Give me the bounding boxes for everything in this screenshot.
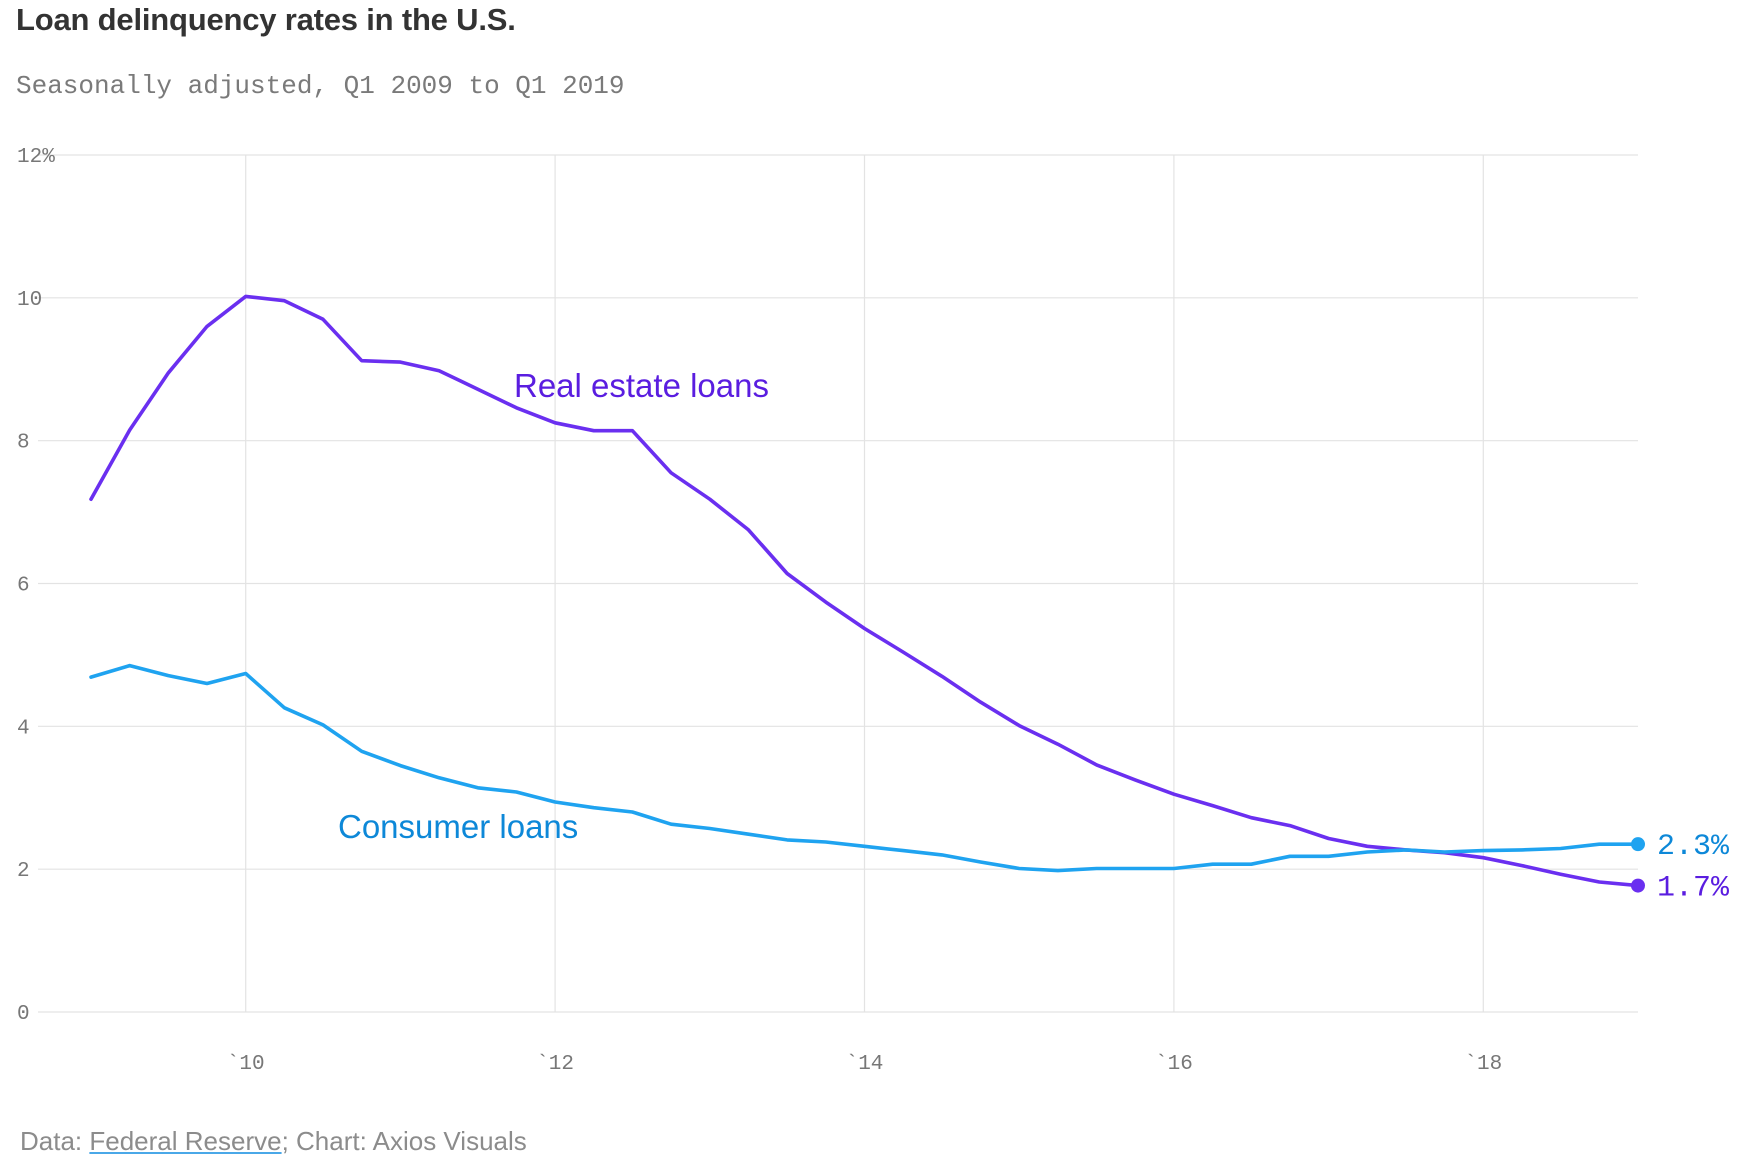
y-tick-label: 4	[17, 717, 30, 740]
series-labels: 1.7% 2.3% Real estate loans Consumer loans	[338, 367, 1730, 906]
y-tick-label: 10	[17, 289, 42, 312]
chart-footer: Data: Federal Reserve; Chart: Axios Visu…	[20, 1126, 527, 1157]
chart-title: Loan delinquency rates in the U.S.	[16, 2, 516, 37]
footer-suffix: ; Chart: Axios Visuals	[281, 1126, 527, 1156]
real_estate-line	[89, 294, 1640, 888]
consumer-series-label: Consumer loans	[338, 808, 578, 845]
source-link[interactable]: Federal Reserve	[89, 1126, 282, 1156]
y-tick-label: 8	[17, 432, 30, 455]
grid-lines	[38, 154, 1638, 1013]
real_estate-end-label: 1.7%	[1657, 872, 1730, 906]
x-tick-label: `16	[1155, 1053, 1193, 1076]
x-tick-label: `10	[227, 1053, 265, 1076]
real_estate-end-marker	[1631, 878, 1645, 893]
series-lines	[89, 294, 1645, 893]
consumer-line	[89, 663, 1640, 873]
consumer-end-marker	[1631, 837, 1645, 852]
x-tick-label: `14	[846, 1053, 884, 1076]
y-tick-label: 2	[17, 860, 30, 883]
x-tick-label: `18	[1464, 1053, 1502, 1076]
y-tick-label: 0	[17, 1003, 30, 1026]
axis-ticks: 0 2 4 6 8 10 12% `10 `12 `14 `16 `18	[17, 146, 1502, 1076]
y-tick-label: 12%	[17, 146, 55, 169]
consumer-end-label: 2.3%	[1657, 830, 1730, 864]
y-tick-label: 6	[17, 575, 30, 598]
chart-subtitle: Seasonally adjusted, Q1 2009 to Q1 2019	[16, 71, 625, 101]
x-tick-label: `12	[536, 1053, 574, 1076]
footer-prefix: Data:	[20, 1126, 90, 1156]
real-estate-series-label: Real estate loans	[514, 367, 769, 404]
